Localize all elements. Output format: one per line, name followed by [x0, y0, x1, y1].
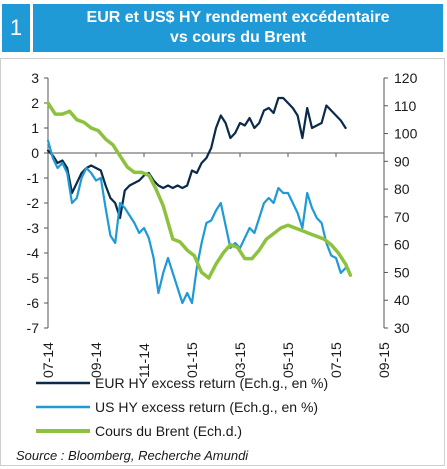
- right-tick-label: 40: [394, 292, 410, 308]
- left-tick-label: -3: [27, 220, 40, 236]
- right-tick-label: 60: [394, 237, 410, 253]
- chart-number-badge: 1: [2, 4, 30, 52]
- left-tick-label: 2: [31, 95, 39, 111]
- left-tick-label: -5: [27, 270, 40, 286]
- right-tick-label: 50: [394, 264, 410, 280]
- left-tick-label: 3: [31, 70, 39, 86]
- x-tick-label: 11-14: [136, 343, 152, 378]
- right-tick-label: 80: [394, 181, 410, 197]
- left-tick-label: -4: [27, 245, 40, 261]
- x-tick-label: 05-15: [280, 342, 296, 378]
- right-tick-label: 30: [394, 320, 410, 336]
- left-tick-label: 0: [31, 145, 39, 161]
- legend-brent-label: Cours du Brent (Ech.d.): [95, 423, 242, 439]
- header: 1 EUR et US$ HY rendement excédentaire v…: [0, 0, 447, 56]
- x-tick-label: 09-14: [88, 342, 104, 378]
- left-tick-label: -6: [27, 295, 40, 311]
- x-tick-label: 07-14: [40, 342, 56, 378]
- chart-panel: [0, 58, 445, 466]
- left-tick-label: -7: [27, 320, 40, 336]
- chart-title-line1: EUR et US$ HY rendement excédentaire: [86, 9, 390, 26]
- brent-line: [46, 101, 353, 280]
- left-tick-label: 1: [31, 120, 39, 136]
- right-tick-label: 70: [394, 209, 410, 225]
- x-tick-label: 03-15: [232, 342, 248, 378]
- us-hy-line: [46, 139, 347, 305]
- right-tick-label: 100: [394, 126, 418, 142]
- legend-us-hy-label: US HY excess return (Ech.g., en %): [95, 399, 318, 415]
- left-tick-label: -2: [27, 195, 40, 211]
- chart-title-line2: vs cours du Brent: [169, 29, 307, 46]
- left-tick-label: -1: [27, 170, 40, 186]
- x-tick-label: 09-15: [376, 342, 392, 378]
- legend-eur-hy-label: EUR HY excess return (Ech.g., en %): [95, 375, 328, 391]
- right-tick-label: 110: [394, 98, 417, 114]
- x-tick-label: 07-15: [328, 342, 344, 378]
- x-tick-label: 01-15: [184, 342, 200, 378]
- eur-hy-line: [46, 96, 347, 220]
- chart-title: EUR et US$ HY rendement excédentaire vs …: [33, 4, 443, 52]
- right-tick-label: 120: [394, 70, 418, 86]
- source-note: Source : Bloomberg, Recherche Amundi: [16, 448, 249, 463]
- right-tick-label: 90: [394, 153, 410, 169]
